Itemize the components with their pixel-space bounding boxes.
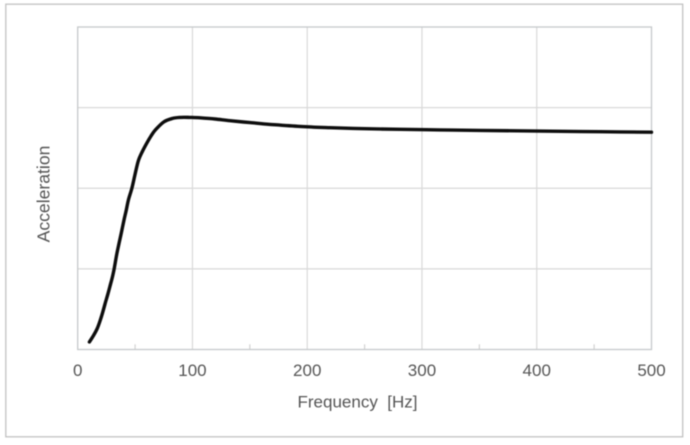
svg-text:300: 300 <box>408 361 436 380</box>
svg-text:0: 0 <box>73 361 82 380</box>
svg-text:200: 200 <box>293 361 321 380</box>
svg-text:Acceleration: Acceleration <box>34 146 54 243</box>
svg-text:500: 500 <box>637 361 665 380</box>
svg-text:400: 400 <box>523 361 551 380</box>
svg-text:Frequency [Hz]: Frequency [Hz] <box>298 393 418 412</box>
svg-text:100: 100 <box>178 361 206 380</box>
